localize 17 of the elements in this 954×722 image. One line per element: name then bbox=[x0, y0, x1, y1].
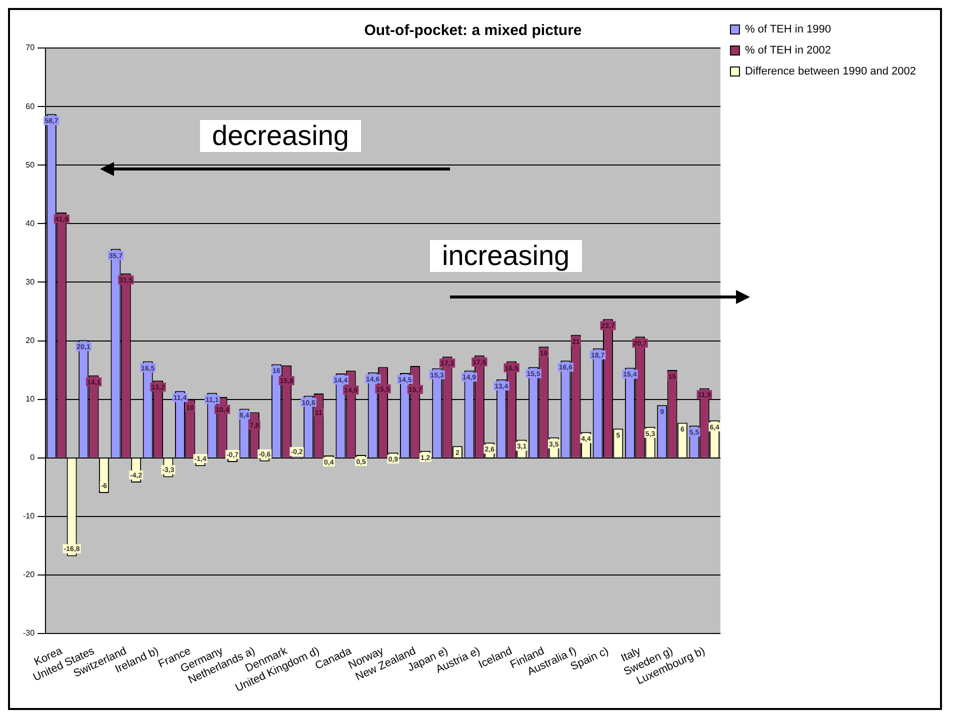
y-tick-label: 70 bbox=[26, 43, 36, 52]
y-tick-label: -30 bbox=[23, 628, 36, 638]
y-tick-label: -10 bbox=[23, 512, 36, 521]
legend-label: Difference between 1990 and 2002 bbox=[744, 66, 916, 78]
annotation: increasing bbox=[430, 240, 582, 272]
y-tick-label: 60 bbox=[26, 102, 36, 111]
y-tick-label: 20 bbox=[26, 336, 36, 345]
annotation: decreasing bbox=[200, 120, 361, 152]
y-tick-label: 0 bbox=[30, 453, 36, 462]
legend-label: % of TEH in 2002 bbox=[744, 44, 831, 57]
y-tick-label: 30 bbox=[26, 277, 36, 286]
y-tick-label: 40 bbox=[26, 218, 36, 228]
y-tick-label: 50 bbox=[26, 160, 36, 170]
y-tick-label: -20 bbox=[23, 570, 36, 580]
y-tick-label: 10 bbox=[26, 394, 36, 404]
chart-title: Out-of-pocket: a mixed picture bbox=[364, 22, 582, 40]
legend-label: % of TEH in 1990 bbox=[744, 24, 831, 36]
